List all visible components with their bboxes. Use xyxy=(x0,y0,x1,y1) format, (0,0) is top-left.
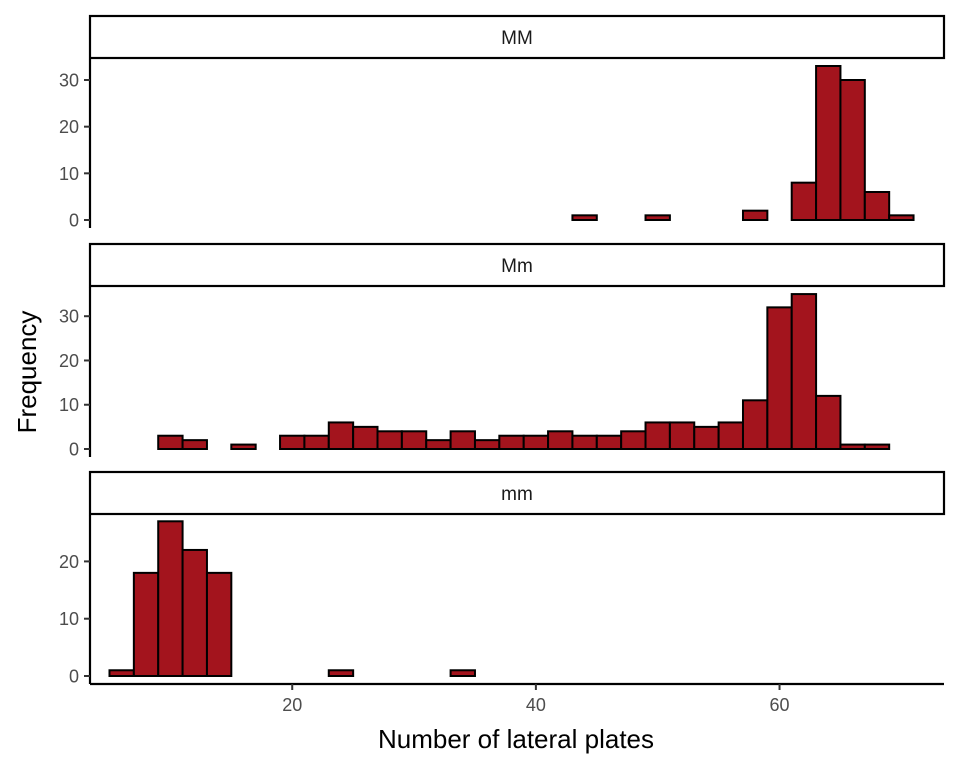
histogram-bar xyxy=(863,191,891,221)
histogram-bar xyxy=(668,421,696,451)
histogram-bar xyxy=(181,439,208,451)
histogram-bar xyxy=(108,669,135,677)
histogram-bar xyxy=(157,434,184,451)
y-tick-label: 20 xyxy=(59,351,79,371)
x-axis-title: Number of lateral plates xyxy=(378,724,654,754)
histogram-bar xyxy=(230,443,257,450)
histogram-bar xyxy=(863,443,891,450)
y-tick-label: 10 xyxy=(59,609,79,629)
histogram-bar xyxy=(620,430,647,450)
histogram-bar xyxy=(839,79,866,221)
histogram-bar xyxy=(132,571,160,678)
y-tick-label: 0 xyxy=(69,211,79,231)
histogram-bar xyxy=(449,430,476,450)
histogram-bar xyxy=(790,293,818,450)
histogram-bar xyxy=(815,394,842,451)
histogram-bar xyxy=(547,430,574,450)
facet-panels: MM 0 10 20 30 Mm 0 10 20 30 mm 0 10 20 xyxy=(59,14,946,687)
histogram-bar xyxy=(571,214,598,221)
histogram-bar xyxy=(595,434,623,451)
histogram-bar xyxy=(571,434,598,451)
facet-strip-label: Mm xyxy=(501,256,533,277)
facet-strip-label: mm xyxy=(501,484,533,505)
histogram-bar xyxy=(205,571,233,678)
histogram-bar xyxy=(888,214,915,221)
x-tick-label: 20 xyxy=(282,695,302,715)
y-tick-label: 30 xyxy=(59,307,79,327)
histogram-bar xyxy=(303,434,330,451)
histogram-bar xyxy=(473,439,501,451)
histogram-bar xyxy=(790,181,818,222)
histogram-bar xyxy=(815,65,842,221)
histogram-bar xyxy=(400,430,428,450)
histogram-bar xyxy=(279,434,306,451)
y-tick-label: 10 xyxy=(59,395,79,415)
histogram-bar xyxy=(352,425,379,451)
histogram-bar xyxy=(327,669,355,677)
histogram-bar xyxy=(741,399,769,450)
histogram-bar xyxy=(741,209,769,222)
histogram-bar xyxy=(644,421,671,451)
facet-panel-mm: Mm 0 10 20 30 xyxy=(59,242,946,460)
facet-strip xyxy=(88,14,946,60)
x-tick-label: 60 xyxy=(770,695,790,715)
y-tick-label: 20 xyxy=(59,117,79,137)
histogram-bar xyxy=(522,434,550,451)
histogram-bar xyxy=(766,306,793,450)
y-tick-label: 30 xyxy=(59,71,79,91)
histogram-bar xyxy=(717,421,744,451)
x-axis: 20 40 60 xyxy=(90,682,944,715)
facet-strip-label: MM xyxy=(501,28,533,49)
facet-strip xyxy=(88,242,946,288)
y-axis-title: Frequency xyxy=(12,311,42,434)
y-tick-label: 0 xyxy=(69,667,79,687)
histogram-bar xyxy=(839,443,866,450)
histogram-bar xyxy=(376,430,403,450)
x-tick-label: 40 xyxy=(526,695,546,715)
histogram-bar xyxy=(327,421,355,451)
histogram-bar xyxy=(449,669,476,677)
y-tick-label: 0 xyxy=(69,440,79,460)
histogram-bar xyxy=(181,548,208,678)
y-tick-label: 20 xyxy=(59,552,79,572)
facet-strip xyxy=(88,470,946,516)
y-tick-label: 10 xyxy=(59,164,79,184)
histogram-bar xyxy=(644,214,671,221)
histogram-bar xyxy=(425,439,452,451)
histogram-bar xyxy=(157,520,184,677)
facet-panel-mm: mm 0 10 20 xyxy=(59,470,946,687)
histogram-bar xyxy=(498,434,525,451)
histogram-bar xyxy=(693,425,720,451)
facet-panel-mm: MM 0 10 20 30 xyxy=(59,14,946,231)
